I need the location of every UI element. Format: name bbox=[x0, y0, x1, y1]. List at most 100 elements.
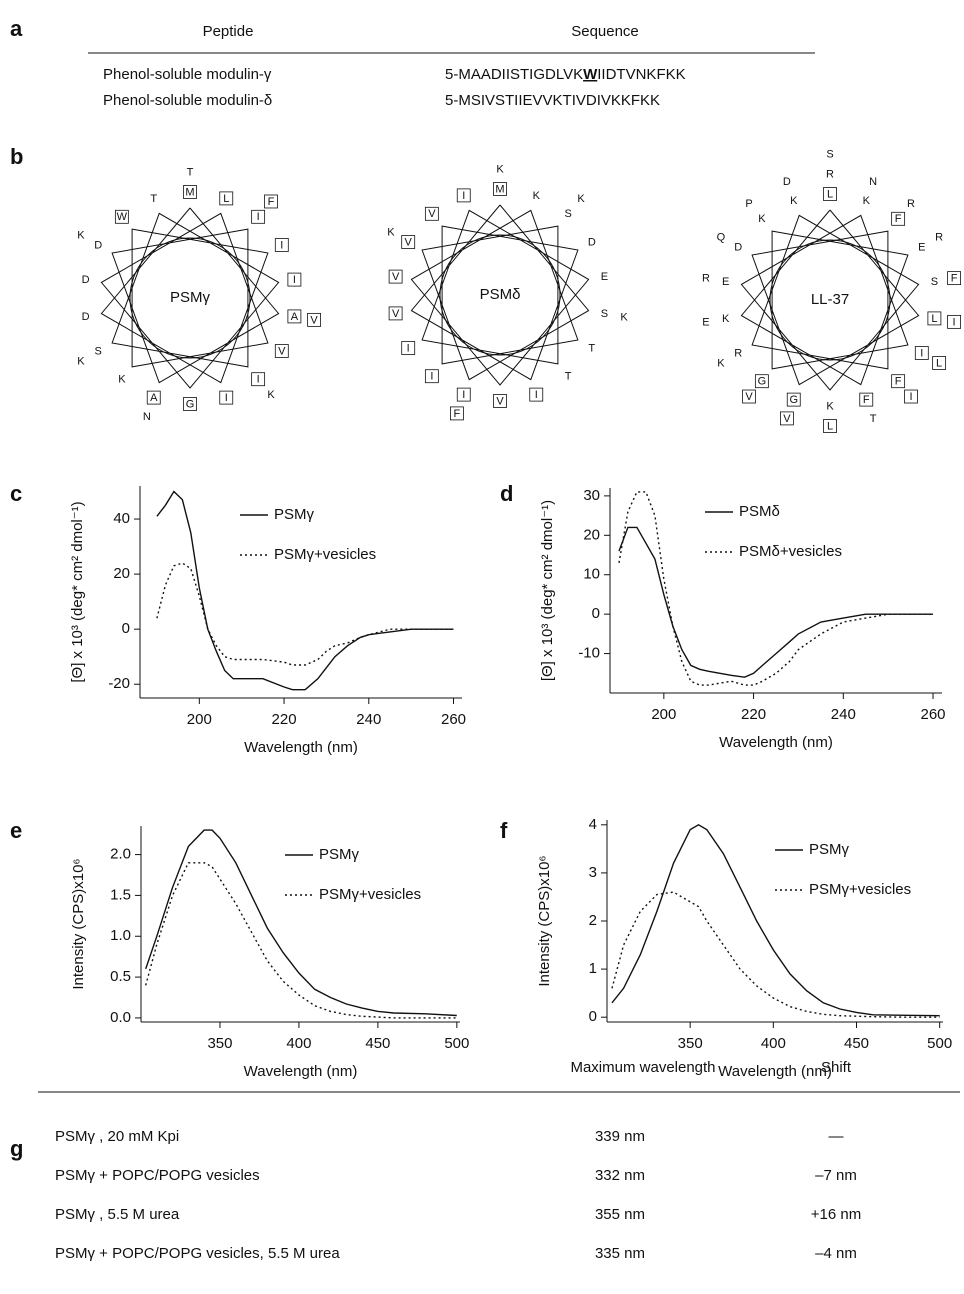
residue-box bbox=[450, 406, 464, 421]
y-tick-label: 4 bbox=[589, 816, 597, 833]
y-tick-label: -20 bbox=[108, 675, 130, 692]
residue: V bbox=[783, 413, 791, 425]
residue: K bbox=[77, 229, 85, 241]
x-tick-label: 350 bbox=[678, 1035, 703, 1052]
residue: I bbox=[462, 190, 465, 202]
series-line bbox=[156, 562, 454, 666]
residue: P bbox=[745, 198, 752, 210]
residue-box bbox=[287, 309, 302, 324]
column-header: Peptide bbox=[203, 23, 254, 40]
residue: K bbox=[118, 374, 126, 386]
y-tick-label: 0.0 bbox=[110, 1009, 131, 1026]
x-tick-label: 260 bbox=[921, 706, 946, 723]
sequence-part: IIDTVNKFKK bbox=[597, 66, 685, 83]
x-tick-label: 220 bbox=[741, 706, 766, 723]
residue-box bbox=[274, 238, 289, 252]
residue: R bbox=[935, 231, 943, 243]
residue: F bbox=[895, 376, 902, 388]
x-tick-label: 200 bbox=[651, 706, 676, 723]
x-tick-label: 260 bbox=[441, 711, 466, 728]
residue: Q bbox=[717, 231, 726, 243]
shift: –4 nm bbox=[815, 1245, 857, 1262]
series-line bbox=[618, 526, 933, 678]
y-axis-label: Intensity (CPS)x10⁶ bbox=[536, 855, 553, 986]
residue: V bbox=[392, 308, 400, 320]
max-wavelength: 355 nm bbox=[595, 1206, 645, 1223]
residue: F bbox=[268, 196, 275, 208]
y-tick-label: 0 bbox=[589, 1008, 597, 1025]
legend-label: PSMγ bbox=[809, 841, 850, 858]
wheel-circle bbox=[439, 234, 561, 356]
max-wavelength: 332 nm bbox=[595, 1167, 645, 1184]
residue: G bbox=[758, 376, 767, 388]
condition: PSMγ + POPC/POPG vesicles bbox=[55, 1167, 260, 1184]
residue-box bbox=[251, 209, 266, 224]
residue-box bbox=[424, 369, 439, 384]
panel-label: f bbox=[500, 818, 508, 843]
residue: S bbox=[931, 276, 938, 288]
y-tick-label: 1.5 bbox=[110, 886, 131, 903]
legend-label: PSMγ+vesicles bbox=[274, 546, 376, 563]
residue: D bbox=[588, 236, 596, 248]
residue-box bbox=[529, 387, 544, 402]
sequence-part: 5-MSIVSTIIEVVKTIVDIVKKFKK bbox=[445, 92, 660, 109]
y-axis-label: [Θ] x 10³ (deg* cm² dmol⁻¹) bbox=[539, 500, 556, 681]
column-header: Sequence bbox=[571, 23, 639, 40]
legend-label: PSMγ bbox=[319, 846, 360, 863]
residue: I bbox=[257, 211, 260, 223]
wheel-star bbox=[100, 207, 280, 389]
condition: PSMγ + POPC/POPG vesicles, 5.5 M urea bbox=[55, 1245, 340, 1262]
residue: S bbox=[826, 148, 833, 160]
residue-box bbox=[456, 387, 471, 402]
wheel-name: PSMδ bbox=[480, 286, 521, 303]
residue: T bbox=[150, 193, 157, 205]
residue: D bbox=[82, 274, 90, 286]
residue: V bbox=[745, 391, 753, 403]
residue-box bbox=[251, 372, 266, 387]
residue: D bbox=[82, 311, 90, 323]
residue-box bbox=[932, 356, 947, 370]
residue: L bbox=[223, 193, 229, 205]
residue: K bbox=[722, 313, 730, 325]
residue: K bbox=[387, 226, 395, 238]
panel-label: b bbox=[10, 144, 23, 169]
residue-box bbox=[388, 306, 403, 321]
legend-label: PSMδ bbox=[739, 503, 780, 520]
residue: E bbox=[918, 241, 925, 253]
residue: K bbox=[577, 193, 585, 205]
sequence: 5-MSIVSTIIEVVKTIVDIVKKFKK bbox=[445, 92, 660, 109]
y-tick-label: 20 bbox=[583, 526, 600, 543]
residue: I bbox=[225, 392, 228, 404]
residue: R bbox=[826, 168, 834, 180]
wheel-name: LL-37 bbox=[811, 291, 849, 308]
wheel-circle bbox=[769, 239, 891, 361]
residue-box bbox=[823, 419, 837, 433]
residue: V bbox=[310, 314, 318, 326]
residue: D bbox=[94, 239, 102, 251]
residue: S bbox=[95, 345, 102, 357]
residue: E bbox=[702, 316, 709, 328]
x-axis-label: Wavelength (nm) bbox=[244, 739, 358, 756]
residue-box bbox=[904, 389, 918, 404]
residue-box bbox=[287, 272, 302, 287]
y-axis-label: Intensity (CPS)x10⁶ bbox=[70, 858, 87, 989]
y-tick-label: 0 bbox=[592, 605, 600, 622]
residue: I bbox=[953, 316, 956, 328]
residue: I bbox=[920, 347, 923, 359]
x-tick-label: 400 bbox=[761, 1035, 786, 1052]
residue-box bbox=[183, 397, 197, 411]
x-tick-label: 450 bbox=[844, 1035, 869, 1052]
legend-label: PSMδ+vesicles bbox=[739, 543, 842, 560]
residue-box bbox=[947, 314, 961, 329]
residue-box bbox=[927, 311, 942, 326]
y-tick-label: 1 bbox=[589, 960, 597, 977]
residue: K bbox=[77, 355, 85, 367]
residue: I bbox=[257, 374, 260, 386]
panel-label: d bbox=[500, 481, 513, 506]
wheel-star bbox=[740, 209, 920, 391]
residue: R bbox=[907, 198, 915, 210]
wheel-star bbox=[410, 204, 590, 386]
series-line bbox=[145, 862, 457, 1019]
legend-label: PSMγ+vesicles bbox=[809, 881, 911, 898]
residue: I bbox=[909, 391, 912, 403]
